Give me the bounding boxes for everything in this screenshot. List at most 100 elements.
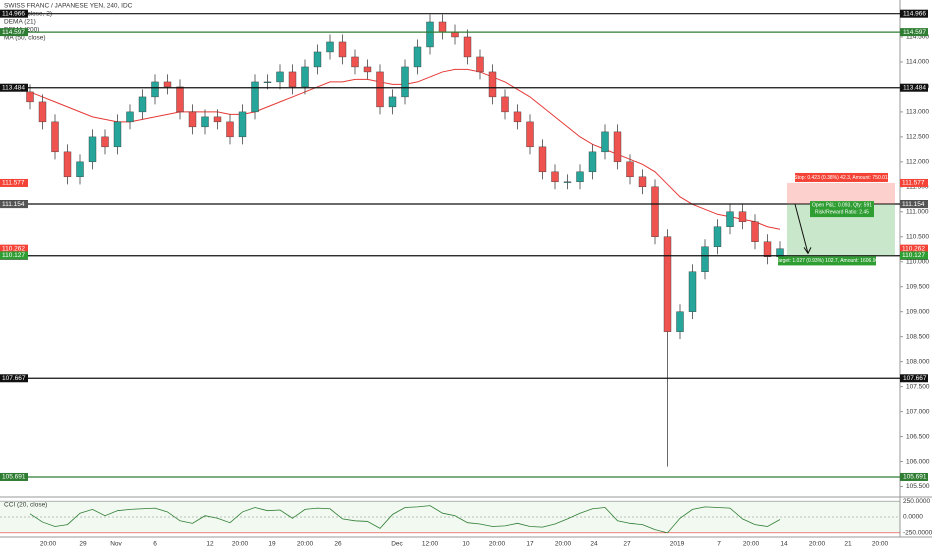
- candle-body: [326, 41, 334, 53]
- x-tick-label: 20:00: [872, 541, 889, 548]
- candle-body: [538, 146, 547, 173]
- candle-body: [651, 186, 659, 237]
- cci-label: CCI (20, close): [4, 502, 47, 509]
- y-tick-label: 113.000: [906, 109, 929, 116]
- price-tag: [0, 178, 28, 187]
- candle-body: [163, 81, 172, 88]
- price-tag: [900, 251, 928, 260]
- candle-body: [301, 66, 309, 88]
- candle-body: [288, 71, 297, 88]
- y-tick-label: 107.500: [906, 383, 930, 390]
- candle-body: [238, 111, 247, 138]
- candle-body: [626, 161, 634, 178]
- candle-body: [638, 176, 647, 188]
- candle-body: [38, 101, 47, 123]
- candle-body: [88, 136, 97, 163]
- candle-body: [376, 71, 384, 108]
- chart-title: SWISS FRANC / JAPANESE YEN, 240, IDC: [4, 3, 133, 10]
- x-tick-label: 12: [206, 541, 214, 548]
- x-tick-label: 20:00: [232, 541, 249, 548]
- candle-body: [188, 111, 197, 128]
- price-tag-label: 111.154: [2, 201, 25, 208]
- stop-text: Stop: 0.423 (0.38%) 42.3, Amount: 750.01: [794, 175, 888, 181]
- x-tick-label: 20:00: [40, 541, 57, 548]
- x-tick-label: Nov: [110, 541, 122, 548]
- candle-body: [138, 96, 147, 113]
- x-tick-label: 29: [79, 541, 87, 548]
- y-tick-label: 111.000: [906, 209, 929, 216]
- candle-body: [426, 21, 434, 48]
- stop-box: [795, 172, 888, 182]
- level-label: 113.484: [903, 84, 926, 91]
- candle-body: [576, 171, 584, 183]
- candle-body: [438, 21, 447, 33]
- candle-body: [663, 236, 672, 332]
- candle-body: [276, 71, 284, 83]
- x-tick-label: 20:00: [555, 541, 572, 548]
- level-label: 105.691: [903, 474, 927, 481]
- price-tag: [0, 200, 28, 209]
- indicator-label: DEMA (21): [4, 19, 36, 26]
- candle-body: [113, 121, 122, 148]
- candle-body: [26, 91, 34, 103]
- candle-body: [613, 131, 622, 163]
- y-tick-label: 106.500: [906, 433, 930, 440]
- x-tick-label: 19: [268, 541, 276, 548]
- price-tag: [0, 251, 28, 260]
- target-box: [778, 256, 876, 266]
- x-tick-label: 6: [153, 541, 157, 548]
- candle-body: [226, 121, 234, 138]
- candle-body: [363, 66, 372, 73]
- candle-body: [51, 121, 59, 153]
- candle-body: [526, 121, 534, 148]
- level-label: 107.667: [2, 375, 26, 382]
- level-tag: [900, 9, 928, 18]
- price-tag-label: 111.154: [902, 201, 925, 208]
- candle-body: [388, 96, 397, 108]
- price-tag-label: 111.577: [902, 180, 925, 187]
- y-tick-label: 110.500: [906, 233, 929, 240]
- x-tick-label: 2019: [670, 541, 685, 548]
- level-tag: [900, 472, 928, 481]
- x-tick-label: 27: [623, 541, 631, 548]
- x-tick-label: 20:00: [743, 541, 760, 548]
- price-tag-label: 110.127: [2, 252, 25, 259]
- candle-body: [488, 71, 497, 98]
- candle-body: [126, 111, 134, 123]
- price-tag: [900, 200, 928, 209]
- candle-body: [351, 56, 359, 68]
- level-tag: [900, 83, 928, 92]
- candle-body: [263, 81, 272, 83]
- candle-body: [251, 81, 259, 113]
- level-tag: [0, 374, 28, 383]
- level-label: 107.667: [903, 375, 927, 382]
- cci-tick-label: -250.0000: [903, 530, 932, 537]
- candle-body: [701, 246, 709, 272]
- level-label: 113.484: [2, 84, 25, 91]
- price-tag: [900, 244, 928, 253]
- y-tick-label: 112.500: [906, 134, 929, 141]
- price-tag-label: 111.577: [2, 180, 25, 187]
- x-tick-label: Dec: [391, 541, 403, 548]
- candle-body: [101, 136, 109, 148]
- level-label: 114.966: [2, 10, 25, 17]
- pnl-box: [810, 201, 874, 218]
- price-tag: [900, 178, 928, 187]
- y-tick-label: 111.500: [906, 184, 929, 191]
- candle-body: [213, 116, 222, 123]
- candle-body: [688, 271, 697, 312]
- y-tick-label: 112.000: [906, 159, 929, 166]
- level-tag: [900, 28, 928, 37]
- y-tick-label: 109.000: [906, 308, 930, 315]
- candle-body: [476, 56, 484, 73]
- y-tick-label: 105.500: [906, 483, 930, 490]
- y-tick-label: 108.500: [906, 333, 930, 340]
- target-text: Target: 1.027 (0.93%) 102.7, Amount: 160…: [776, 258, 879, 264]
- level-label: 114.597: [903, 29, 926, 36]
- x-tick-label: 20:00: [297, 541, 314, 548]
- candle-body: [738, 211, 747, 222]
- level-tag: [0, 9, 28, 18]
- y-tick-label: 109.500: [906, 283, 930, 290]
- indicator-label: MA (50, close): [4, 35, 46, 42]
